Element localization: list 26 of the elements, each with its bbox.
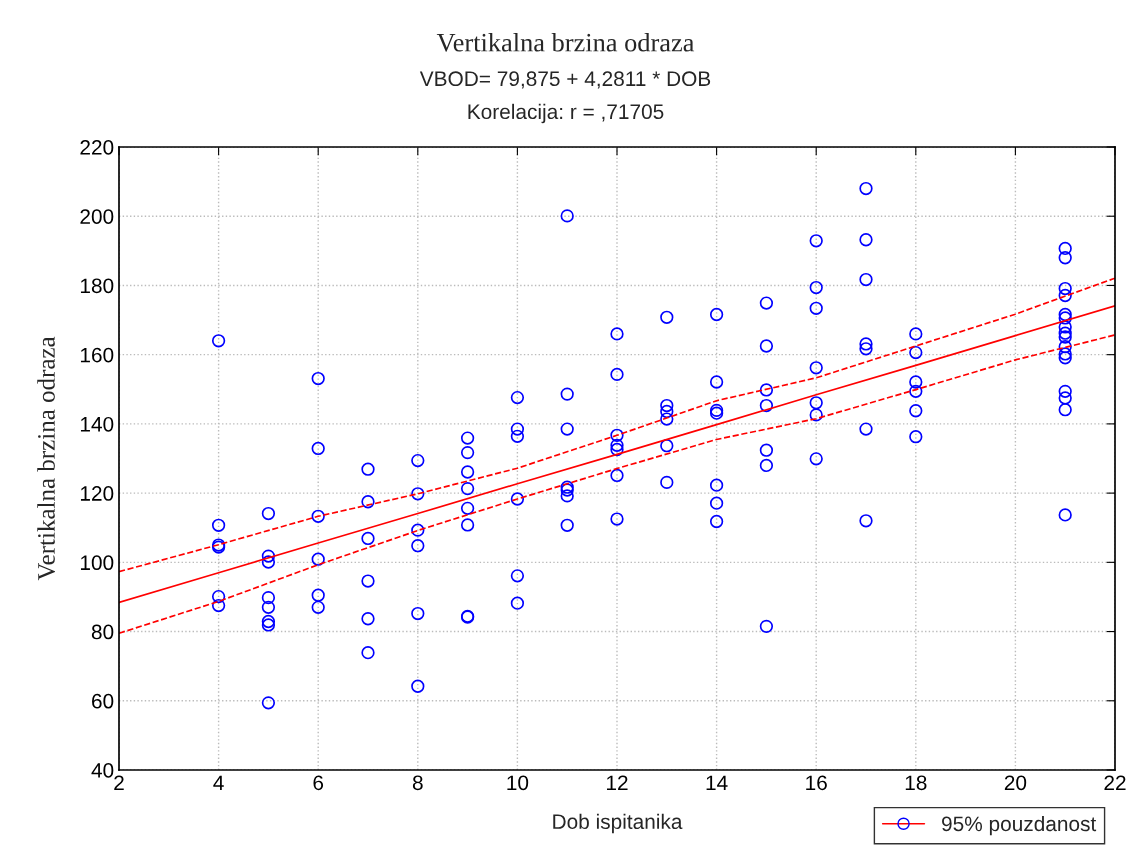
y-axis-title: Vertikalna brzina odraza	[37, 336, 55, 581]
x-tick-label: 14	[706, 775, 728, 790]
y-tick-label: 140	[80, 416, 114, 432]
x-tick-label: 8	[412, 775, 423, 791]
x-tick-label: 6	[313, 775, 324, 791]
y-tick-label: 220	[80, 140, 114, 155]
x-tick-label: 22	[1104, 775, 1126, 790]
y-tick-label: 80	[91, 624, 114, 640]
chart-title: Vertikalna brzina odraza	[436, 33, 695, 52]
y-tick-label: 180	[80, 278, 114, 294]
y-tick-label: 60	[92, 693, 114, 709]
chart-subtitle: VBOD= 79,875 + 4,2811 * DOB Korelacija: r = ,71705	[419, 71, 711, 124]
y-tick-label: 200	[80, 209, 114, 224]
x-tick-label: 2	[114, 775, 124, 790]
x-axis-title: Dob ispitanika	[553, 813, 683, 834]
x-tick-label: 20	[1004, 775, 1027, 791]
x-tick-label: 4	[213, 775, 224, 790]
x-tick-label: 10	[507, 775, 529, 791]
x-tick-label: 16	[806, 775, 827, 791]
y-tick-label: 160	[80, 347, 114, 363]
y-tick-label: 120	[80, 486, 114, 501]
y-tick-label: 40	[91, 763, 114, 778]
y-tick-label: 100	[80, 555, 114, 571]
legend-label: 95% pouzdanost	[942, 815, 1097, 836]
x-tick-label: 18	[905, 775, 927, 791]
x-tick-label: 12	[607, 775, 628, 790]
